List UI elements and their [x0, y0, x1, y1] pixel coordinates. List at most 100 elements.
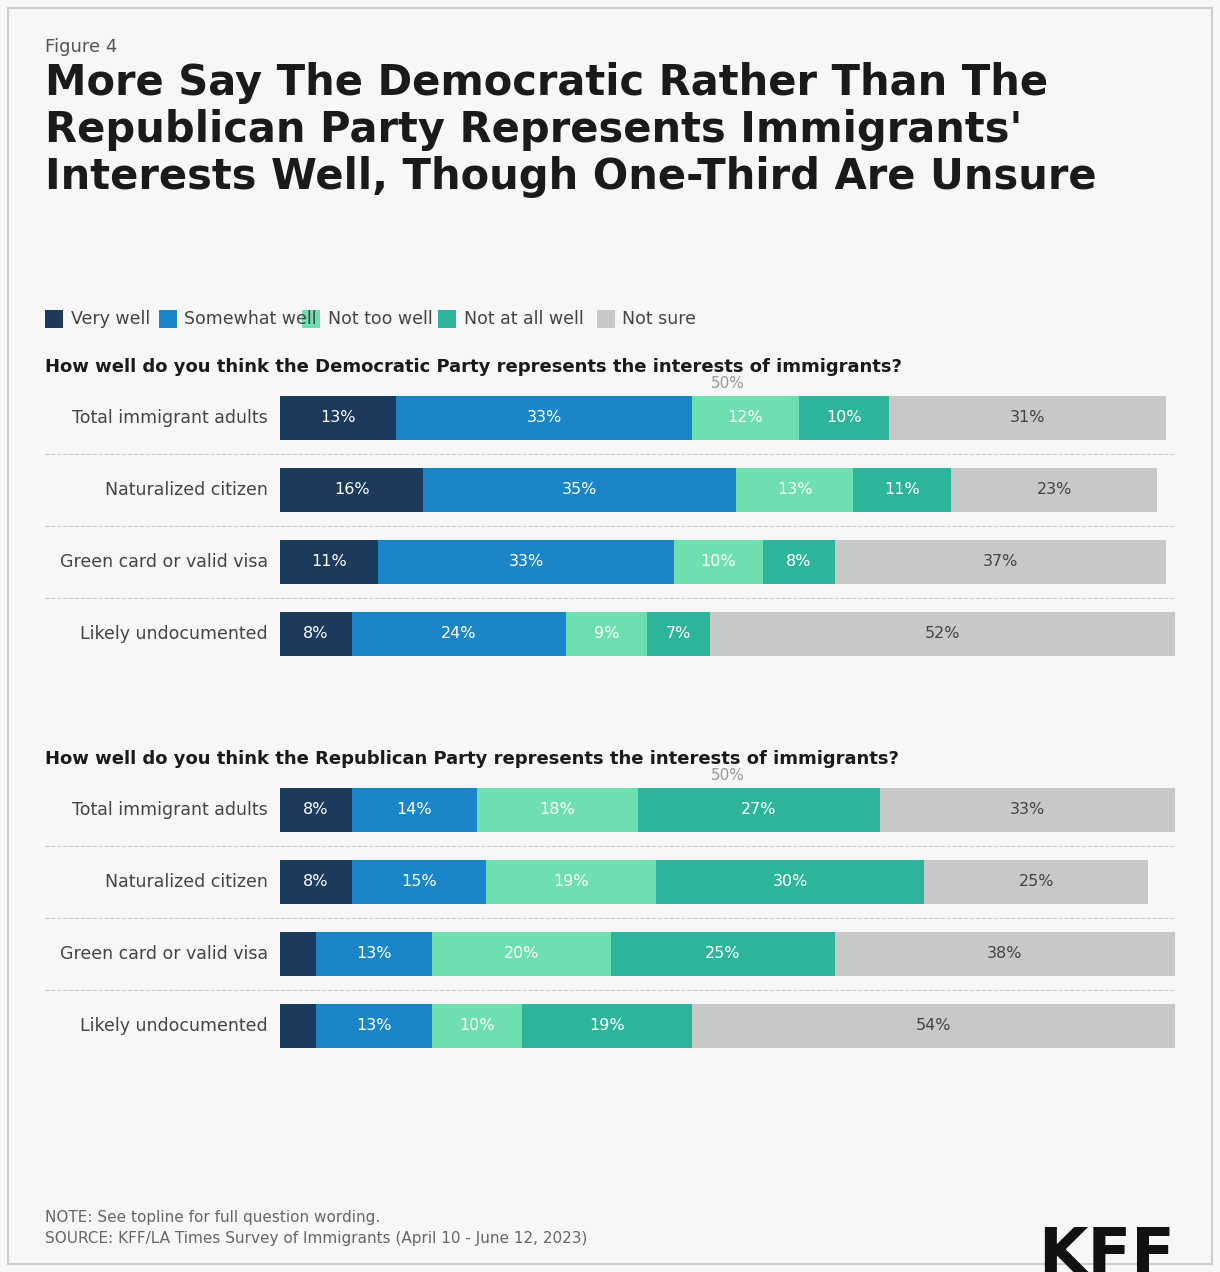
- Text: 10%: 10%: [700, 555, 737, 570]
- Text: 50%: 50%: [710, 377, 744, 391]
- Bar: [159, 310, 177, 328]
- Text: 27%: 27%: [741, 803, 777, 818]
- Bar: [378, 541, 673, 584]
- Bar: [597, 310, 615, 328]
- Text: 25%: 25%: [705, 946, 741, 962]
- Text: 23%: 23%: [1037, 482, 1072, 497]
- Bar: [432, 1004, 522, 1048]
- Text: 19%: 19%: [553, 875, 589, 889]
- Bar: [692, 396, 799, 440]
- Bar: [432, 932, 611, 976]
- Text: 10%: 10%: [826, 411, 861, 426]
- Bar: [351, 612, 566, 656]
- Bar: [834, 541, 1166, 584]
- Text: Figure 4: Figure 4: [45, 38, 117, 56]
- Text: 37%: 37%: [983, 555, 1019, 570]
- Bar: [281, 787, 351, 832]
- Bar: [281, 1004, 316, 1048]
- Text: 35%: 35%: [562, 482, 598, 497]
- Bar: [281, 612, 351, 656]
- Text: 31%: 31%: [1010, 411, 1046, 426]
- Bar: [396, 396, 692, 440]
- Text: 20%: 20%: [504, 946, 539, 962]
- Text: Likely undocumented: Likely undocumented: [81, 1018, 268, 1035]
- Bar: [316, 1004, 432, 1048]
- Text: 8%: 8%: [303, 627, 328, 641]
- Bar: [351, 860, 486, 904]
- Text: 11%: 11%: [311, 555, 348, 570]
- Bar: [316, 932, 432, 976]
- Bar: [880, 787, 1175, 832]
- Text: 18%: 18%: [539, 803, 576, 818]
- Text: 33%: 33%: [1010, 803, 1046, 818]
- Text: Very well: Very well: [71, 310, 150, 328]
- Text: 11%: 11%: [884, 482, 920, 497]
- FancyBboxPatch shape: [9, 8, 1211, 1264]
- Bar: [423, 468, 737, 513]
- Bar: [737, 468, 853, 513]
- Text: Total immigrant adults: Total immigrant adults: [72, 410, 268, 427]
- Bar: [764, 541, 834, 584]
- Text: Not sure: Not sure: [622, 310, 697, 328]
- Bar: [611, 932, 834, 976]
- Bar: [45, 310, 63, 328]
- Text: 50%: 50%: [710, 768, 744, 784]
- Text: How well do you think the Democratic Party represents the interests of immigrant: How well do you think the Democratic Par…: [45, 357, 902, 377]
- Bar: [281, 860, 351, 904]
- Text: 19%: 19%: [589, 1019, 625, 1033]
- Text: Total immigrant adults: Total immigrant adults: [72, 801, 268, 819]
- Text: 8%: 8%: [787, 555, 811, 570]
- Text: Green card or valid visa: Green card or valid visa: [60, 553, 268, 571]
- Bar: [888, 396, 1166, 440]
- Text: Green card or valid visa: Green card or valid visa: [60, 945, 268, 963]
- Text: 52%: 52%: [925, 627, 960, 641]
- Text: 30%: 30%: [772, 875, 808, 889]
- Bar: [522, 1004, 692, 1048]
- Bar: [952, 468, 1157, 513]
- Text: 13%: 13%: [777, 482, 813, 497]
- Bar: [281, 541, 378, 584]
- Text: 15%: 15%: [401, 875, 437, 889]
- Text: Likely undocumented: Likely undocumented: [81, 625, 268, 644]
- Bar: [303, 310, 320, 328]
- Bar: [673, 541, 764, 584]
- Text: Somewhat well: Somewhat well: [184, 310, 317, 328]
- Text: 10%: 10%: [459, 1019, 495, 1033]
- Text: 7%: 7%: [666, 627, 691, 641]
- Bar: [281, 396, 396, 440]
- Text: 13%: 13%: [356, 1019, 392, 1033]
- Bar: [834, 932, 1175, 976]
- Bar: [647, 612, 710, 656]
- Text: How well do you think the Republican Party represents the interests of immigrant: How well do you think the Republican Par…: [45, 750, 899, 768]
- Text: 33%: 33%: [526, 411, 561, 426]
- Text: 38%: 38%: [987, 946, 1022, 962]
- Bar: [710, 612, 1175, 656]
- Bar: [351, 787, 477, 832]
- Text: More Say The Democratic Rather Than The
Republican Party Represents Immigrants'
: More Say The Democratic Rather Than The …: [45, 62, 1097, 198]
- Text: 24%: 24%: [442, 627, 477, 641]
- Bar: [438, 310, 456, 328]
- Text: KFF: KFF: [1038, 1225, 1175, 1272]
- Bar: [566, 612, 647, 656]
- Bar: [656, 860, 925, 904]
- Text: 12%: 12%: [727, 411, 764, 426]
- Bar: [799, 396, 888, 440]
- Text: 8%: 8%: [303, 803, 328, 818]
- Bar: [692, 1004, 1175, 1048]
- Bar: [281, 468, 423, 513]
- Text: 54%: 54%: [915, 1019, 952, 1033]
- Text: 9%: 9%: [594, 627, 620, 641]
- Text: NOTE: See topline for full question wording.
SOURCE: KFF/LA Times Survey of Immi: NOTE: See topline for full question word…: [45, 1210, 587, 1247]
- Text: 8%: 8%: [303, 875, 328, 889]
- Bar: [925, 860, 1148, 904]
- Bar: [477, 787, 638, 832]
- Text: Not too well: Not too well: [328, 310, 433, 328]
- Text: 33%: 33%: [509, 555, 544, 570]
- Text: 14%: 14%: [396, 803, 432, 818]
- Bar: [853, 468, 952, 513]
- Text: Naturalized citizen: Naturalized citizen: [105, 481, 268, 499]
- Bar: [486, 860, 656, 904]
- Text: 13%: 13%: [356, 946, 392, 962]
- Bar: [281, 932, 316, 976]
- Text: Naturalized citizen: Naturalized citizen: [105, 873, 268, 890]
